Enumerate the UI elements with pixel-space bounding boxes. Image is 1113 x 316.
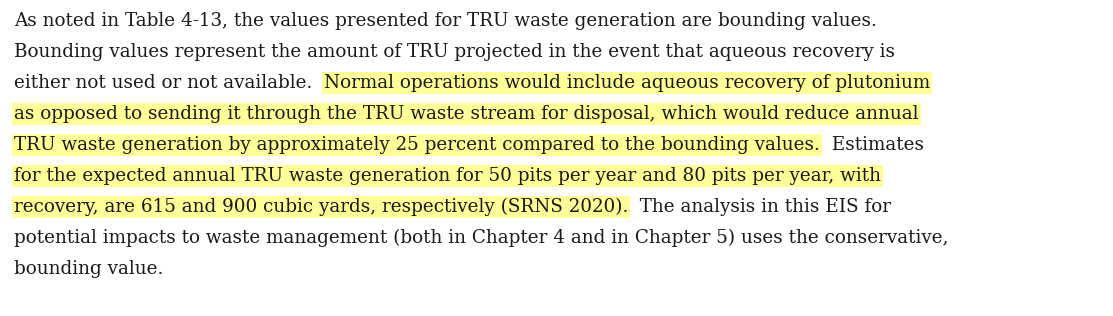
Text: As noted in Table 4-13, the values presented for TRU waste generation are boundi: As noted in Table 4-13, the values prese… xyxy=(14,12,877,30)
Bar xyxy=(12,196,630,218)
Bar xyxy=(322,72,933,94)
Text: TRU waste generation by approximately 25 percent compared to the bounding values: TRU waste generation by approximately 25… xyxy=(14,136,820,154)
Bar xyxy=(12,165,883,187)
Text: Normal operations would include aqueous recovery of plutonium: Normal operations would include aqueous … xyxy=(324,74,930,92)
Text: for the expected annual TRU waste generation for 50 pits per year and 80 pits pe: for the expected annual TRU waste genera… xyxy=(14,167,881,185)
Text: Estimates: Estimates xyxy=(820,136,924,154)
Text: recovery, are 615 and 900 cubic yards, respectively (SRNS 2020).: recovery, are 615 and 900 cubic yards, r… xyxy=(14,198,629,216)
Text: Bounding values represent the amount of TRU projected in the event that aqueous : Bounding values represent the amount of … xyxy=(14,43,895,61)
Bar xyxy=(12,103,920,125)
Text: potential impacts to waste management (both in Chapter 4 and in Chapter 5) uses : potential impacts to waste management (b… xyxy=(14,229,948,247)
Text: either not used or not available.: either not used or not available. xyxy=(14,74,324,92)
Bar xyxy=(12,134,821,156)
Text: The analysis in this EIS for: The analysis in this EIS for xyxy=(629,198,892,216)
Text: as opposed to sending it through the TRU waste stream for disposal, which would : as opposed to sending it through the TRU… xyxy=(14,105,918,123)
Text: bounding value.: bounding value. xyxy=(14,260,164,278)
